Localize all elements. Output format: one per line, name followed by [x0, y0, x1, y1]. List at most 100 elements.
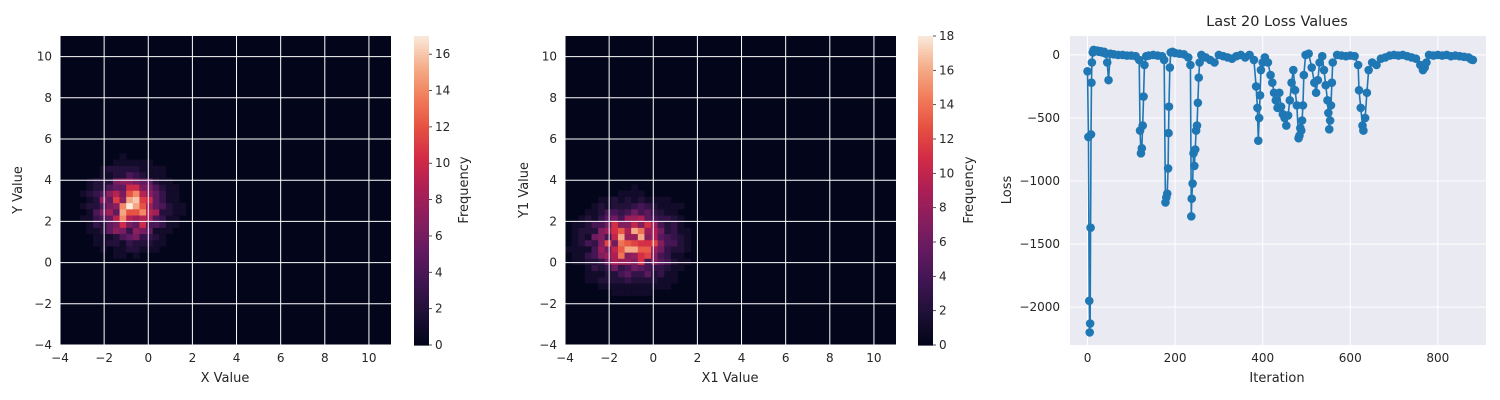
heatmap-cell: [86, 209, 94, 216]
heatmap-cell: [657, 227, 665, 235]
loss-series: [1083, 45, 1478, 337]
loss-point: [1359, 126, 1368, 135]
y-tick-label: −4: [34, 338, 52, 352]
heatmap-cell: [684, 227, 692, 235]
colorbar-segment: [414, 298, 429, 302]
colorbar-segment: [414, 190, 429, 194]
colorbar-segment: [414, 218, 429, 222]
heatmap-cell: [664, 221, 672, 228]
colorbar-segment: [414, 275, 429, 279]
colorbar-segment: [918, 95, 933, 99]
heatmap-cell: [132, 165, 140, 173]
loss-point: [1325, 116, 1335, 125]
loss-point: [1249, 55, 1259, 65]
heatmap-cell: [132, 209, 140, 216]
heatmap-cell: [598, 221, 606, 228]
heatmap-cell: [139, 190, 147, 197]
colorbar-segment: [414, 290, 429, 295]
heatmap-cell: [112, 202, 120, 210]
heatmap-cell: [617, 264, 625, 272]
colorbar-segment: [414, 105, 429, 109]
heatmap-cell: [624, 239, 632, 247]
heatmap-cell: [624, 202, 632, 210]
heatmap-cell: [624, 283, 632, 290]
heatmap-cell: [106, 171, 114, 179]
heatmap-cell: [132, 184, 140, 191]
heatmap-cell: [670, 277, 678, 284]
heatmap-cell: [146, 178, 153, 185]
heatmap-cell: [684, 239, 692, 247]
colorbar-segment: [918, 43, 933, 47]
heatmap-cell: [132, 252, 140, 259]
colorbar-segment: [918, 226, 933, 230]
heatmap-cell: [591, 252, 599, 259]
heatmap-cell: [651, 258, 658, 265]
heatmap-cell: [571, 239, 579, 247]
heatmap-cell: [631, 190, 639, 197]
x-tick-label: 2: [694, 351, 702, 365]
heatmap-cell: [677, 264, 685, 272]
heatmap-cell: [584, 252, 592, 259]
loss-point: [1299, 70, 1309, 80]
heatmap-2-y-ticks: −4 −2 0 2 4 6 8 10: [539, 50, 557, 352]
colorbar-segment: [414, 316, 429, 320]
heatmap-cell: [611, 252, 619, 259]
heatmap-cell: [664, 196, 672, 204]
heatmap-cell: [664, 227, 672, 235]
heatmap-cell: [126, 202, 134, 210]
heatmap-cell: [624, 190, 632, 197]
colorbar-segment: [918, 306, 933, 310]
heatmap-cell: [126, 246, 134, 253]
heatmap-cell: [132, 233, 140, 241]
heatmap-1-y-label: Y Value: [11, 166, 26, 215]
heatmap-cell: [611, 202, 619, 210]
y-tick-label: −2: [34, 297, 52, 311]
colorbar-segment: [414, 195, 429, 199]
heatmap-cell: [584, 215, 592, 222]
heatmap-cell: [677, 233, 685, 241]
colorbar-segment: [918, 244, 933, 248]
colorbar-tick-label: 0: [435, 338, 443, 352]
colorbar-tick-label: 16: [939, 63, 954, 77]
loss-point: [1255, 90, 1265, 100]
colorbar-segment: [918, 308, 933, 313]
heatmap-cell: [119, 215, 127, 222]
heatmap-cell: [670, 264, 678, 272]
heatmap-cell: [677, 252, 685, 259]
heatmap-cell: [99, 209, 107, 216]
loss-point: [1102, 58, 1112, 67]
heatmap-cell: [670, 246, 678, 253]
heatmap-cell: [132, 227, 140, 235]
heatmap-cell: [139, 184, 147, 191]
colorbar-segment: [918, 293, 933, 297]
heatmap-cell: [165, 196, 173, 204]
colorbar-segment: [918, 187, 933, 192]
heatmap-cell: [152, 233, 160, 241]
heatmap-cell: [106, 239, 114, 247]
heatmap-cell: [617, 209, 625, 216]
colorbar-segment: [918, 59, 933, 63]
heatmap-cell: [139, 202, 147, 210]
loss-point: [1289, 65, 1298, 75]
heatmap-cell: [637, 190, 645, 197]
heatmap-cell: [126, 190, 134, 197]
heatmap-cell: [604, 196, 612, 204]
heatmap-cell: [637, 209, 645, 216]
colorbar-segment: [918, 316, 933, 320]
colorbar-segment: [918, 298, 933, 302]
heatmap-cell: [644, 270, 652, 278]
heatmap-cell: [611, 246, 619, 253]
colorbar-segment: [414, 311, 429, 315]
heatmap-cell: [132, 215, 140, 222]
heatmap-cell: [637, 283, 645, 290]
heatmap-cell: [637, 264, 645, 272]
heatmap-cell: [146, 184, 153, 191]
heatmap-cell: [651, 202, 658, 210]
heatmap-cell: [644, 196, 652, 204]
heatmap-cell: [112, 221, 120, 228]
heatmap-cell: [624, 264, 632, 272]
loss-point: [1297, 116, 1307, 125]
heatmap-cell: [86, 227, 94, 235]
colorbar-segment: [918, 100, 933, 104]
heatmap-cell: [132, 221, 140, 228]
